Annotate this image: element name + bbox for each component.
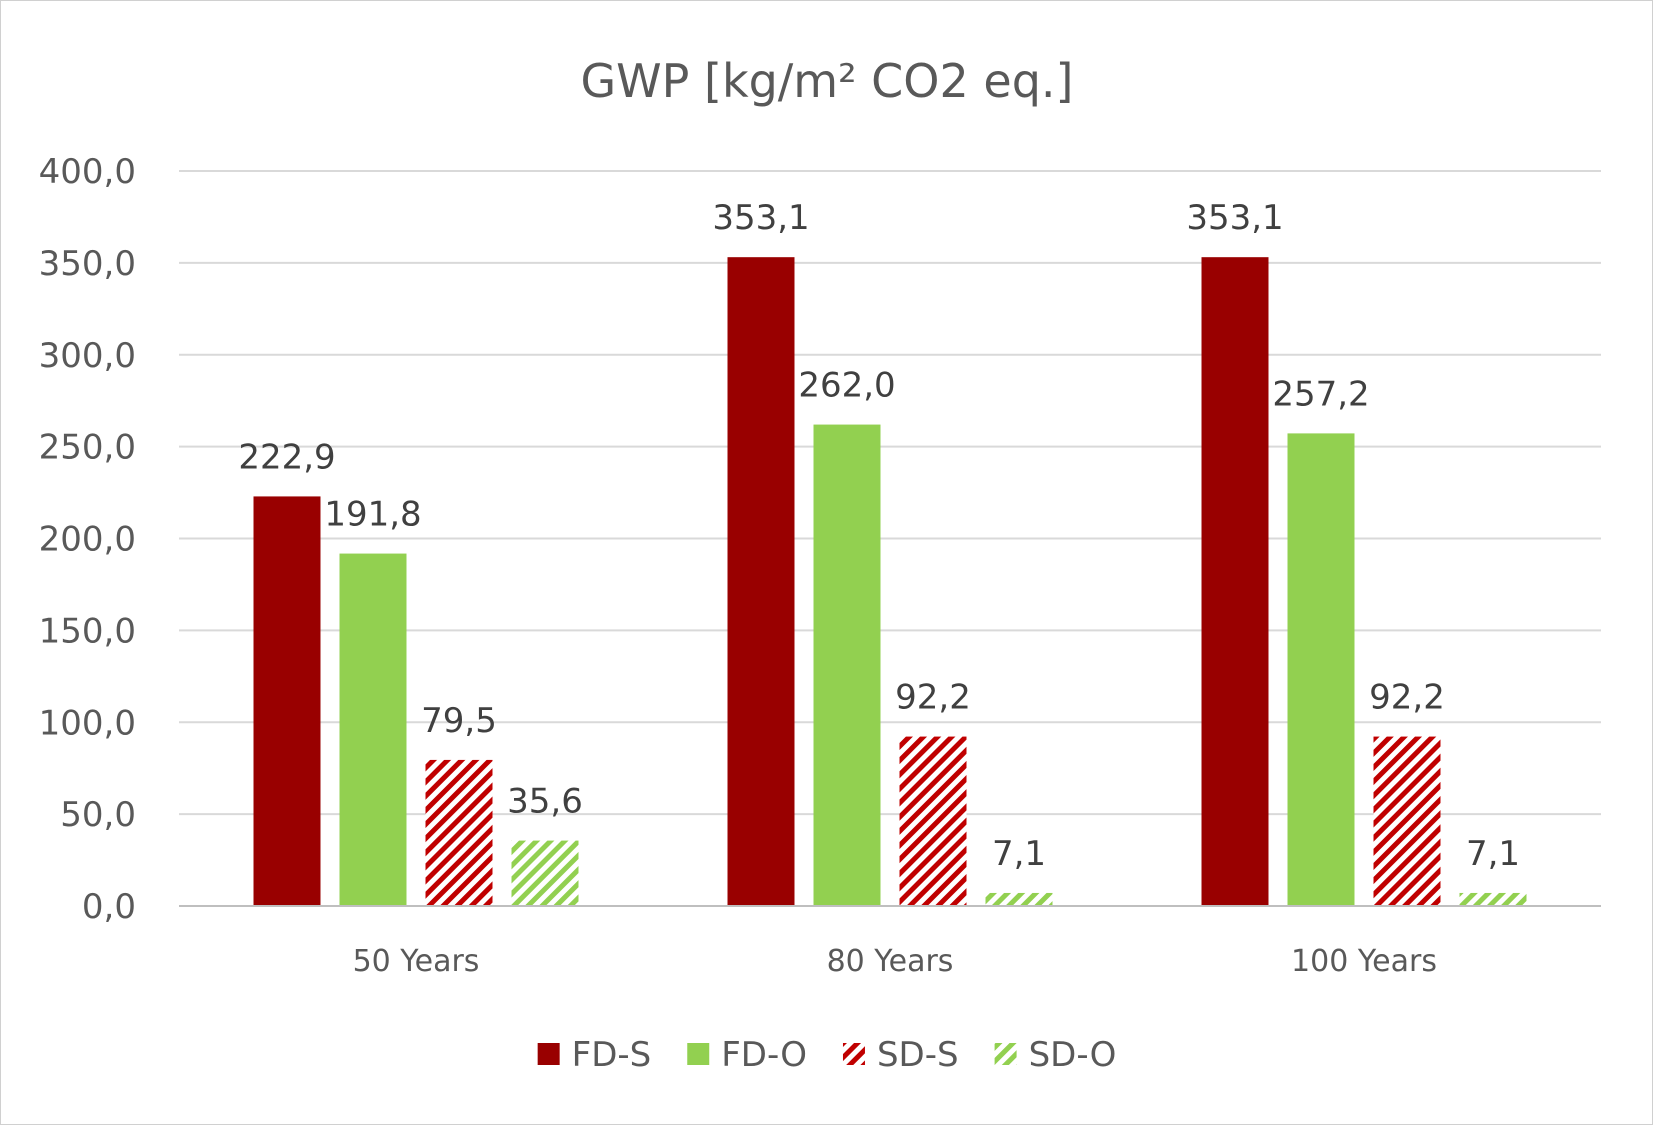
- legend-label-sd-o: SD-O: [1029, 1035, 1117, 1075]
- legend-label-fd-s: FD-S: [572, 1035, 652, 1075]
- bars-layer: [253, 257, 1527, 907]
- bar-fd-s-80-years: [727, 257, 795, 907]
- legend-swatch-sd-o: [994, 1043, 1017, 1065]
- data-label-sd-o-100-years: 7,1: [1466, 834, 1520, 874]
- bar-sd-o-80-years: [985, 892, 1053, 906]
- data-labels-layer: 222,9 191,8 79,5 35,6 353,1 262,0 92,2 7,1 353,1…: [238, 198, 1520, 874]
- bar-fd-o-80-years: [813, 424, 881, 906]
- y-tick-label: 0,0: [82, 887, 136, 927]
- bar-sd-o-50-years: [511, 840, 579, 906]
- data-label-sd-s-100-years: 92,2: [1369, 678, 1445, 718]
- bar-fd-o-50-years: [339, 553, 407, 906]
- x-tick-label: 80 Years: [827, 944, 954, 979]
- axis-layer: 0,0 50,0 100,0 150,0 200,0 250,0 300,0 350,0 400…: [39, 152, 1601, 979]
- bar-sd-s-50-years: [425, 759, 493, 906]
- data-label-fd-s-80-years: 353,1: [712, 198, 809, 238]
- bar-fd-s-50-years: [253, 496, 321, 906]
- data-label-fd-o-50-years: 191,8: [324, 495, 421, 535]
- data-label-fd-o-100-years: 257,2: [1272, 374, 1369, 414]
- data-label-sd-s-50-years: 79,5: [421, 701, 497, 741]
- x-tick-label: 100 Years: [1291, 944, 1437, 979]
- bar-sd-o-100-years: [1459, 892, 1527, 906]
- y-tick-label: 50,0: [60, 795, 136, 835]
- y-tick-label: 150,0: [39, 611, 136, 651]
- data-label-sd-o-50-years: 35,6: [507, 782, 583, 822]
- chart-title: GWP [kg/m² CO2 eq.]: [581, 54, 1074, 108]
- data-label-fd-s-50-years: 222,9: [238, 437, 335, 477]
- data-label-sd-o-80-years: 7,1: [992, 834, 1046, 874]
- y-tick-label: 400,0: [39, 152, 136, 192]
- data-label-fd-s-100-years: 353,1: [1186, 198, 1283, 238]
- bar-fd-o-100-years: [1287, 433, 1355, 906]
- legend-swatch-fd-o: [687, 1043, 710, 1065]
- legend-label-sd-s: SD-S: [877, 1035, 959, 1075]
- y-tick-label: 350,0: [39, 244, 136, 284]
- data-label-sd-s-80-years: 92,2: [895, 678, 971, 718]
- bar-fd-s-100-years: [1201, 257, 1269, 907]
- x-tick-label: 50 Years: [353, 944, 480, 979]
- data-label-fd-o-80-years: 262,0: [798, 366, 895, 406]
- legend-label-fd-o: FD-O: [721, 1035, 807, 1075]
- grid-layer: [179, 170, 1601, 816]
- legend-swatch-sd-s: [842, 1043, 865, 1065]
- legend-swatch-fd-s: [537, 1043, 560, 1065]
- bar-sd-s-80-years: [899, 736, 967, 906]
- bar-sd-s-100-years: [1373, 736, 1441, 906]
- y-tick-label: 200,0: [39, 520, 136, 560]
- y-tick-label: 250,0: [39, 428, 136, 468]
- legend: FD-S FD-O SD-S SD-O: [537, 1035, 1117, 1075]
- y-tick-label: 100,0: [39, 703, 136, 743]
- y-tick-label: 300,0: [39, 336, 136, 376]
